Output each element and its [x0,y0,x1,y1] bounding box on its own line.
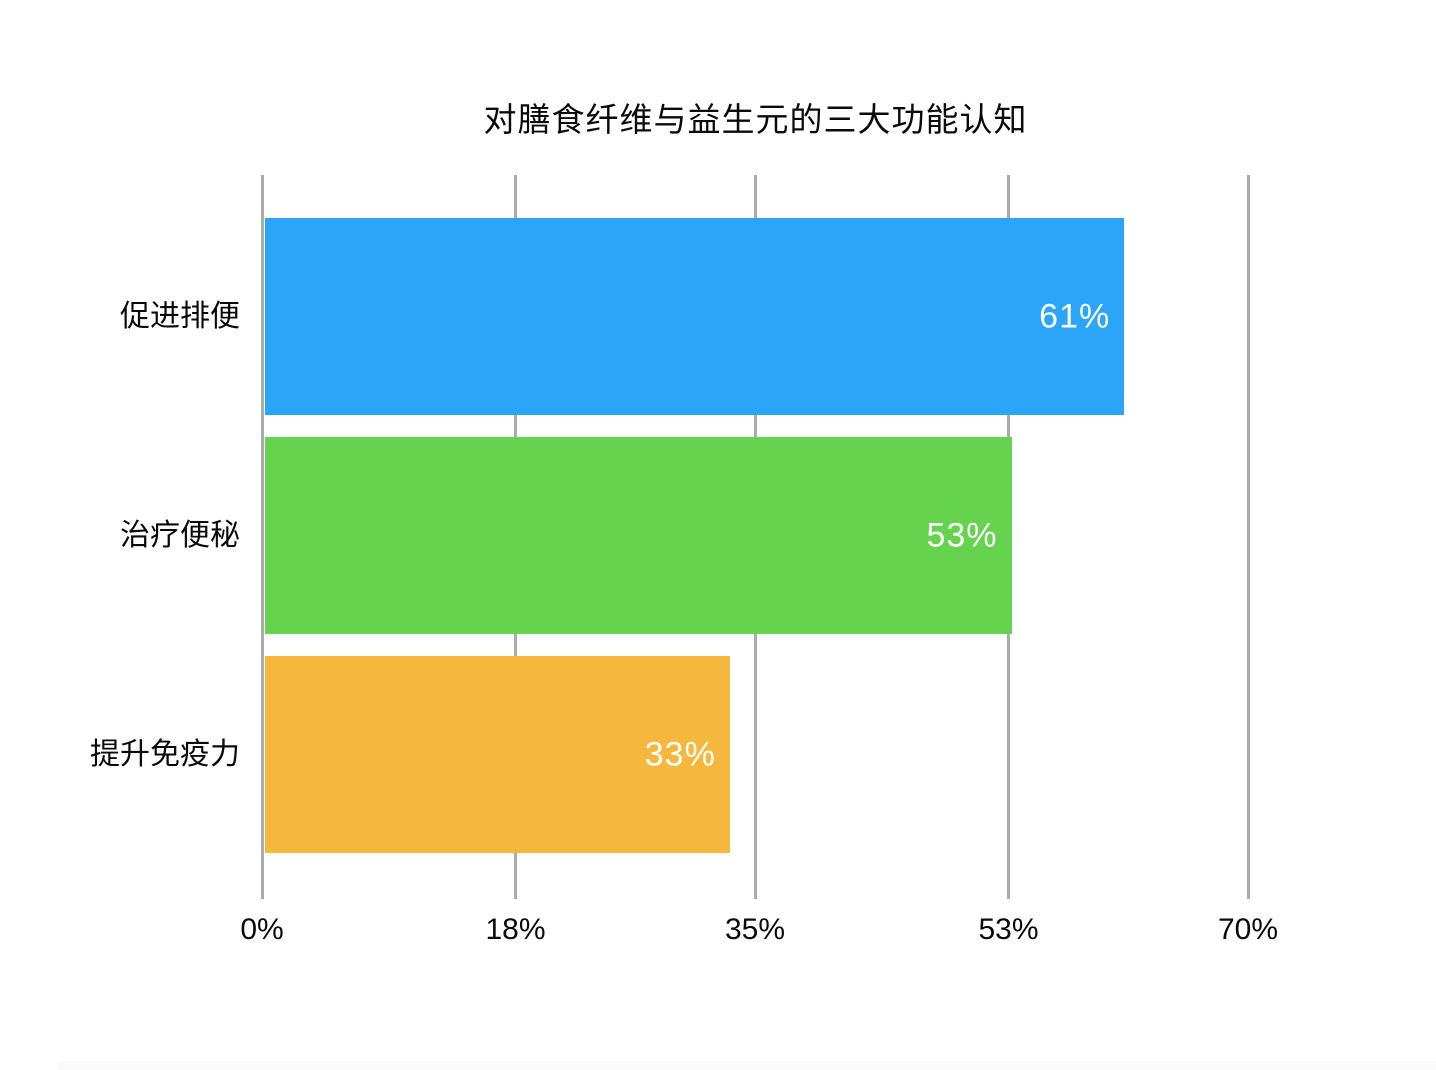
gridline [260,175,264,899]
bar-value-label: 61% [1039,297,1111,335]
bar: 53% [265,437,1012,634]
bar-value-label: 33% [644,735,716,773]
bar: 33% [265,656,730,853]
x-tick-label: 70% [1217,913,1279,946]
bar-value-label: 53% [926,516,998,554]
category-label: 促进排便 [120,299,240,333]
category-label: 提升免疫力 [90,737,240,771]
chart-title: 对膳食纤维与益生元的三大功能认知 [483,101,1028,138]
category-label: 治疗便秘 [120,518,240,552]
plot-area: 61% 53% 33% [260,175,1250,899]
x-tick-label: 0% [240,913,284,946]
x-tick-label: 18% [485,913,546,946]
bottom-edge-strip [58,1061,1436,1070]
x-tick-label: 53% [978,913,1039,946]
gridline [1246,175,1250,899]
x-tick-label: 35% [724,913,786,946]
bar: 61% [265,218,1125,415]
